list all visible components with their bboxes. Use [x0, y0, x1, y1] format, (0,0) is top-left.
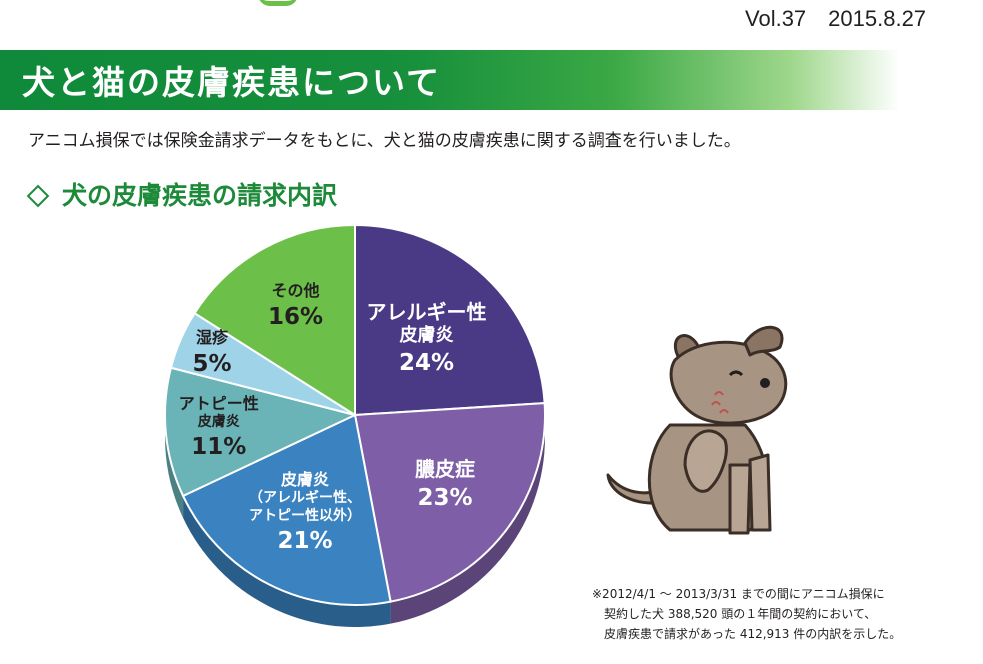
pie-slice-side [183, 495, 391, 627]
slice-name: その他 [271, 281, 320, 301]
issue-date: 2015.8.27 [828, 6, 927, 31]
pie-slice [164, 366, 358, 498]
slice-name: 皮膚炎 [197, 413, 240, 430]
slice-value: 23% [417, 484, 473, 511]
footnote-line: 皮膚疾患で請求があった 412,913 件の内訳を示した。 [604, 627, 902, 641]
slice-label: アレルギー性 皮膚炎 24% [367, 300, 487, 378]
section-title: 犬の皮膚疾患の請求内訳 [62, 181, 338, 210]
slice-value: 21% [277, 528, 333, 555]
footnote-line: 契約した犬 388,520 頭の１年間の契約において、 [604, 607, 877, 621]
slice-name: アトピー性 [178, 393, 259, 413]
pie-slice-side [165, 415, 184, 518]
slice-value: 24% [399, 350, 455, 377]
title-banner: 犬と猫の皮膚疾患について [0, 50, 900, 110]
slice-name: 膿皮症 [415, 456, 476, 481]
slice-name: アレルギー性 [366, 299, 487, 324]
slice-name: （アレルギー性、 [248, 490, 361, 507]
slice-label: 湿疹 5% [193, 328, 232, 379]
slice-value: 11% [191, 434, 247, 461]
slice-name: 湿疹 [196, 327, 229, 347]
slice-name: 皮膚炎 [399, 324, 454, 346]
slice-label: 膿皮症 23% [415, 457, 475, 513]
pie-chart [164, 223, 546, 627]
pie-slice [193, 223, 356, 417]
decorative-arc [258, 0, 298, 6]
footnote: ※2012/4/1 ～ 2013/3/31 までの間にアニコム損保に 契約した犬… [592, 584, 901, 644]
slice-label: 皮膚炎 （アレルギー性、 アトピー性以外） 21% [249, 470, 361, 556]
scratching-dog-icon [606, 325, 788, 535]
pie-slice [181, 413, 392, 606]
slice-value: 5% [192, 350, 232, 377]
section-heading: 犬の皮膚疾患の請求内訳 [22, 176, 337, 212]
slice-name: 皮膚炎 [280, 470, 329, 490]
page-title: 犬と猫の皮膚疾患について [22, 63, 442, 102]
intro-text: アニコム損保では保険金請求データをもとに、犬と猫の皮膚疾患に関する調査を行いまし… [28, 131, 741, 151]
slice-label: その他 16% [268, 281, 323, 332]
pie-slice [354, 223, 546, 417]
slice-value: 16% [268, 304, 324, 331]
volume-label: Vol.37 [745, 6, 807, 31]
slice-label: アトピー性 皮膚炎 11% [179, 394, 259, 462]
diamond-icon [26, 184, 50, 207]
slice-name: アトピー性以外） [248, 507, 361, 524]
footnote-line: ※2012/4/1 ～ 2013/3/31 までの間にアニコム損保に [592, 587, 885, 601]
pie-slice [353, 402, 546, 603]
issue-info: Vol.37 2015.8.27 [745, 6, 926, 32]
